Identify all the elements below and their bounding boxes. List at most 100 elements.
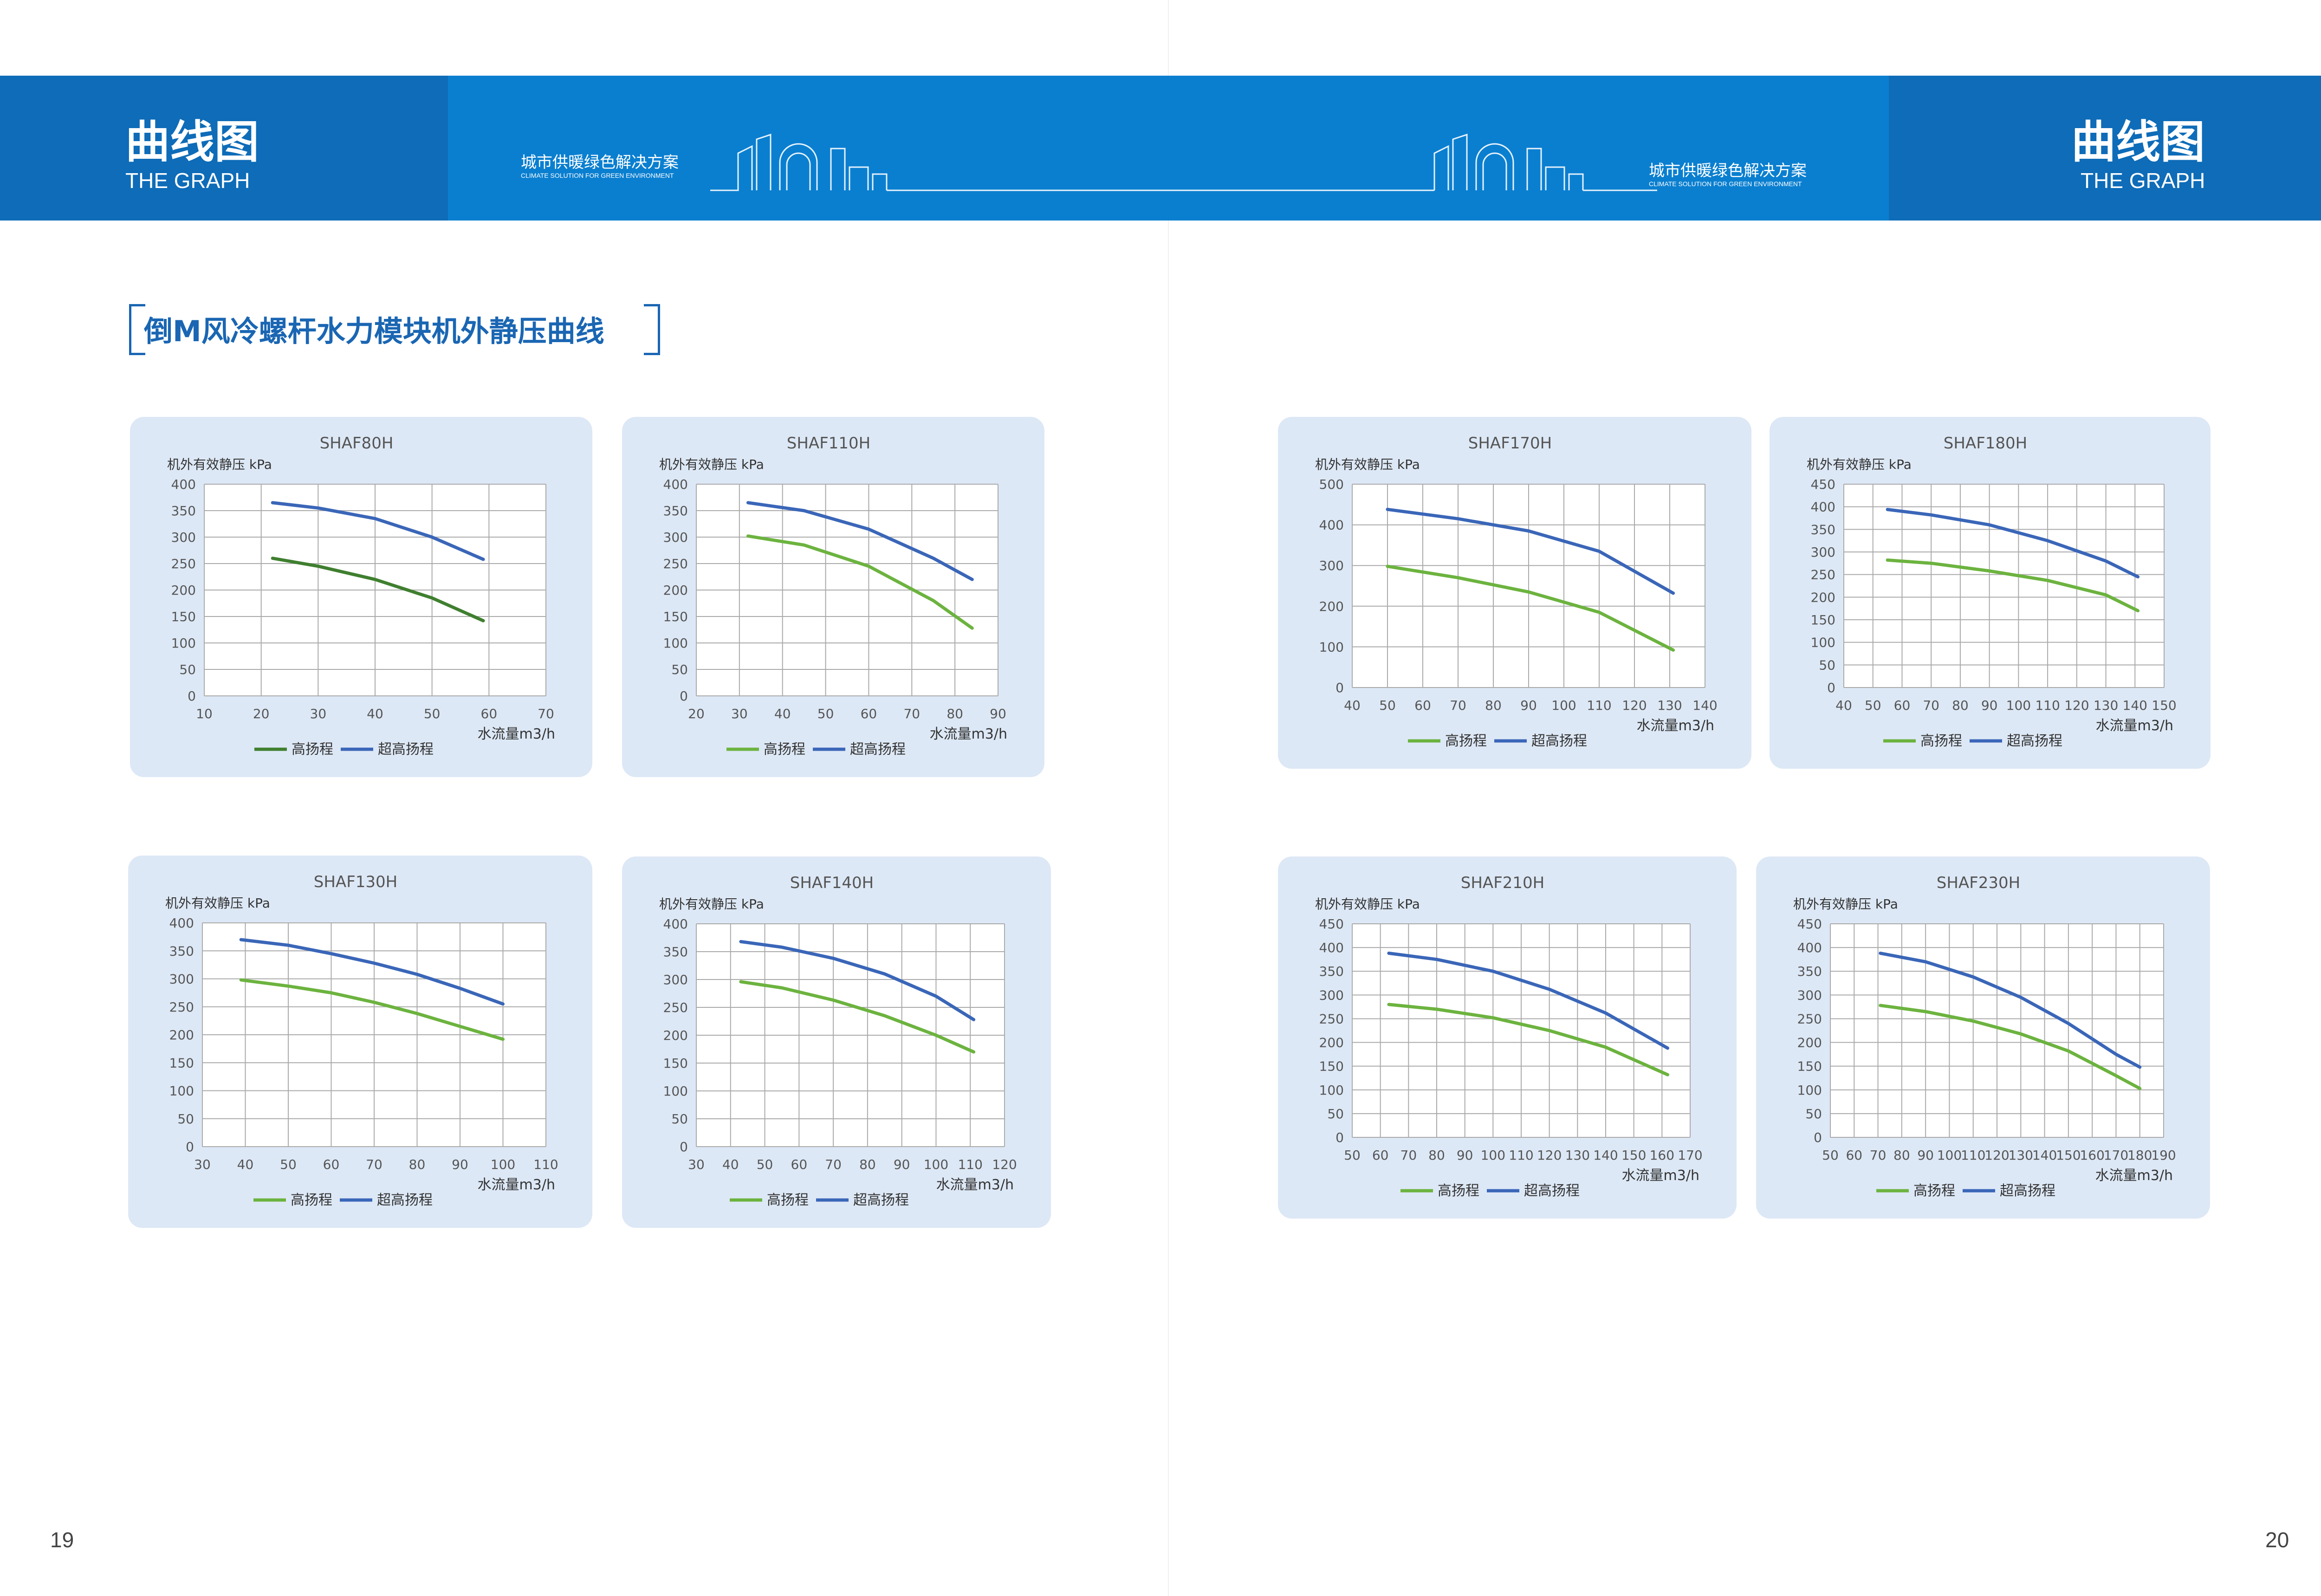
x-tick-label: 110	[1587, 698, 1611, 713]
y-tick-label: 200	[663, 1028, 688, 1043]
y-tick-label: 0	[1814, 1130, 1822, 1145]
x-axis-label: 水流量m3/h	[2095, 1168, 2173, 1184]
x-tick-label: 30	[310, 706, 327, 721]
x-tick-label: 40	[1344, 698, 1361, 713]
legend-label-1: 超高扬程	[2000, 1183, 2055, 1199]
x-tick-label: 90	[894, 1157, 910, 1172]
series-line-0	[746, 534, 974, 630]
slogan-en-right: CLIMATE SOLUTION FOR GREEN ENVIRONMENT	[1649, 180, 1802, 188]
x-tick-label: 40	[722, 1157, 739, 1172]
x-tick-label: 170	[1678, 1148, 1702, 1163]
y-axis-label: 机外有效静压 kPa	[1793, 896, 1898, 912]
x-tick-label: 90	[1457, 1148, 1473, 1163]
chart-title: SHAF210H	[1461, 874, 1544, 892]
x-tick-label: 40	[774, 706, 791, 721]
y-tick-label: 100	[171, 636, 196, 651]
y-tick-label: 150	[663, 1056, 688, 1071]
legend-label-0: 高扬程	[1438, 1183, 1479, 1199]
y-tick-label: 300	[1319, 987, 1344, 1003]
x-tick-label: 90	[1981, 698, 1998, 713]
section-title: 倒M风冷螺杆水力模块机外静压曲线	[129, 304, 660, 355]
y-tick-label: 350	[663, 944, 688, 960]
y-tick-label: 50	[1805, 1106, 1822, 1122]
chart-title: SHAF140H	[790, 874, 874, 892]
x-tick-label: 100	[491, 1157, 515, 1172]
series-line-1	[1386, 507, 1675, 595]
y-tick-label: 150	[1811, 612, 1835, 628]
chart-shaf170h: SHAF170H 机外有效静压 kPa 40 50 60 70 80 90 100 110 120 1…	[1315, 434, 1718, 749]
x-tick-label: 70	[1923, 698, 1939, 713]
legend-label-1: 超高扬程	[377, 1192, 433, 1208]
x-tick-label: 80	[947, 706, 963, 721]
y-tick-label: 400	[663, 477, 688, 492]
y-tick-label: 100	[169, 1083, 194, 1099]
series-line-1	[1879, 951, 2142, 1069]
x-tick-label: 120	[1622, 698, 1647, 713]
x-tick-label: 160	[2080, 1148, 2104, 1163]
x-tick-label: 160	[1650, 1148, 1674, 1163]
header-subtitle-left: THE GRAPH	[125, 169, 250, 193]
y-tick-label: 100	[663, 1083, 688, 1099]
legend-label-0: 高扬程	[1920, 733, 1962, 749]
page-spine	[1168, 0, 1169, 1596]
series-line-0	[1879, 1004, 2142, 1090]
y-tick-label: 250	[1811, 567, 1835, 583]
x-tick-label: 120	[2064, 698, 2089, 713]
y-tick-label: 200	[1811, 590, 1835, 605]
x-tick-label: 150	[2056, 1148, 2081, 1163]
y-tick-label: 400	[663, 916, 688, 932]
x-tick-label: 140	[1593, 1148, 1618, 1163]
legend-label-1: 超高扬程	[1524, 1183, 1580, 1199]
x-tick-label: 130	[1565, 1148, 1590, 1163]
y-tick-label: 150	[1319, 1059, 1344, 1074]
x-tick-label: 100	[924, 1157, 948, 1172]
chart-shaf80h: SHAF80H 机外有效静压 kPa 10 20 30 40 50 60 70 0 50 100 150…	[167, 434, 555, 758]
y-tick-label: 350	[1811, 522, 1835, 537]
skyline-line-art	[710, 133, 1657, 191]
chart-title: SHAF230H	[1937, 874, 2020, 892]
y-tick-label: 450	[1811, 477, 1835, 492]
x-tick-label: 110	[533, 1157, 558, 1172]
x-tick-label: 120	[1984, 1148, 2009, 1163]
x-tick-label: 60	[323, 1157, 340, 1172]
x-tick-label: 40	[237, 1157, 254, 1172]
y-axis-label: 机外有效静压 kPa	[1315, 896, 1420, 912]
series-line-1	[271, 501, 485, 561]
x-tick-label: 140	[1692, 698, 1717, 713]
x-tick-label: 50	[757, 1157, 773, 1172]
x-tick-label: 150	[1621, 1148, 1646, 1163]
x-tick-label: 90	[1520, 698, 1537, 713]
x-tick-label: 70	[366, 1157, 383, 1172]
x-tick-label: 70	[1400, 1148, 1417, 1163]
chart-card-shaf210h: SHAF210H 机外有效静压 kPa 50 60 70 80 90 100 110 120 130…	[1278, 856, 1737, 1219]
y-tick-label: 350	[1319, 964, 1344, 979]
y-tick-label: 100	[1811, 635, 1835, 650]
x-tick-label: 30	[194, 1157, 211, 1172]
x-tick-label: 70	[903, 706, 920, 721]
bracket-right	[644, 304, 660, 355]
y-tick-label: 250	[663, 1000, 688, 1015]
y-tick-label: 250	[1319, 1011, 1344, 1026]
series-line-1	[1886, 508, 2140, 579]
y-tick-label: 50	[671, 1111, 688, 1127]
bracket-left	[129, 304, 145, 355]
y-tick-label: 0	[1827, 680, 1835, 695]
x-axis-label: 水流量m3/h	[1637, 718, 1714, 734]
x-tick-label: 120	[1537, 1148, 1562, 1163]
legend-label-1: 超高扬程	[853, 1192, 909, 1208]
chart-title: SHAF180H	[1944, 434, 2027, 453]
x-tick-label: 70	[1450, 698, 1466, 713]
y-axis-label: 机外有效静压 kPa	[659, 896, 764, 912]
x-tick-label: 130	[2094, 698, 2118, 713]
chart-title: SHAF80H	[320, 434, 394, 453]
slogan-left: 城市供暖绿色解决方案	[521, 153, 679, 172]
y-tick-label: 0	[186, 1139, 194, 1155]
y-axis-label: 机外有效静压 kPa	[1807, 457, 1912, 472]
x-tick-label: 60	[1414, 698, 1431, 713]
x-tick-label: 40	[1835, 698, 1852, 713]
legend-label-1: 超高扬程	[2007, 733, 2062, 749]
chart-shaf130h: SHAF130H 机外有效静压 kPa 30 40 50 60 70 80 90 100 110 0 5…	[165, 873, 558, 1208]
y-tick-label: 100	[1797, 1083, 1822, 1098]
chart-card-shaf230h: SHAF230H 机外有效静压 kPa 50 60 70 80 90 100 110 120 130…	[1756, 856, 2210, 1219]
x-tick-label: 140	[2032, 1148, 2057, 1163]
